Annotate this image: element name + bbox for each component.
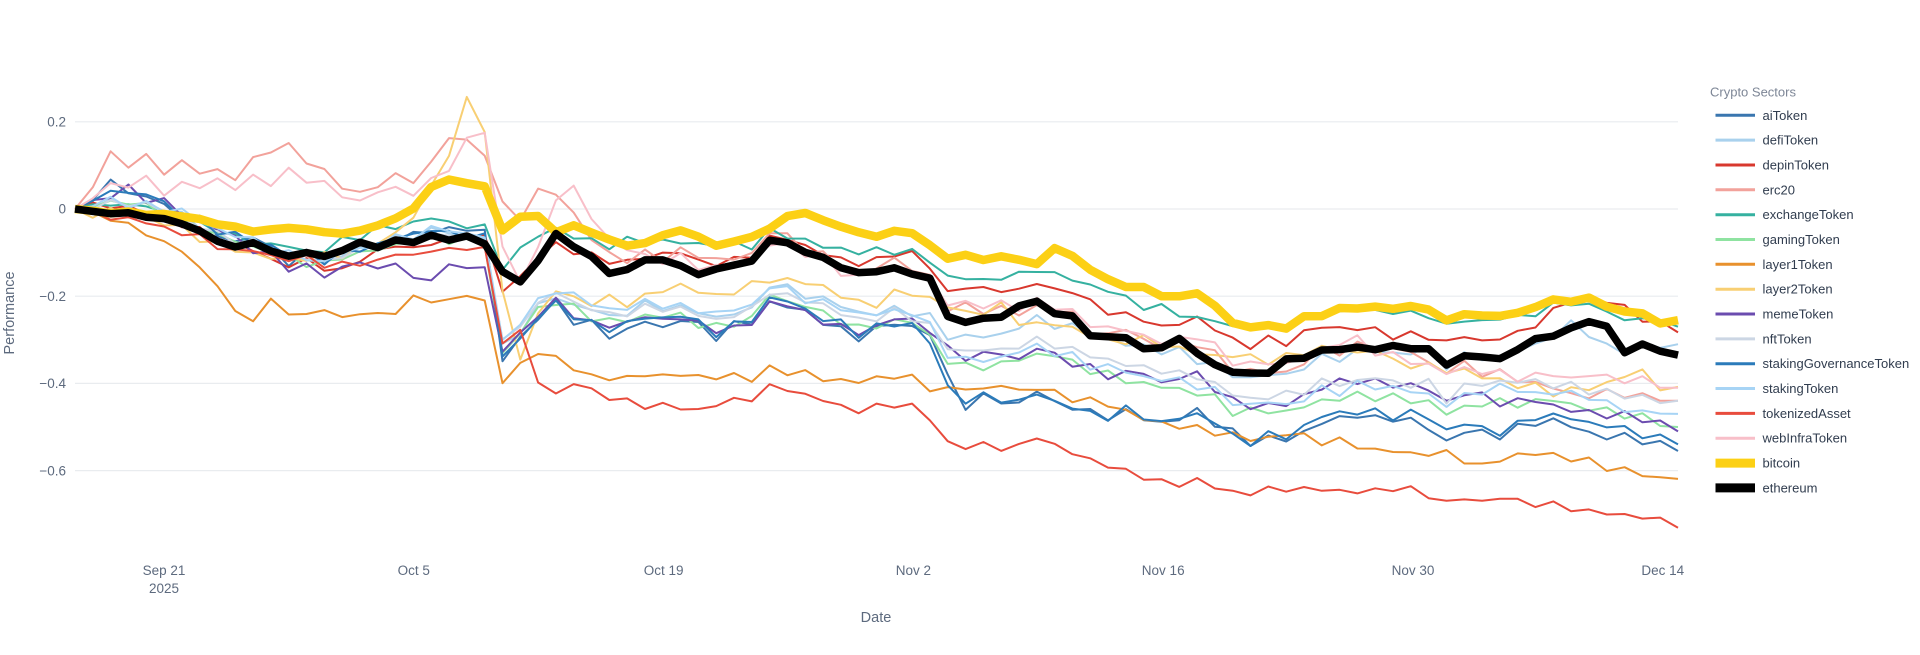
svg-text:tokenizedAsset: tokenizedAsset <box>1763 406 1852 421</box>
svg-text:Nov 2: Nov 2 <box>896 563 931 578</box>
svg-text:Date: Date <box>861 610 892 626</box>
svg-text:Nov 16: Nov 16 <box>1142 563 1185 578</box>
svg-text:Oct 5: Oct 5 <box>398 563 430 578</box>
svg-text:stakingToken: stakingToken <box>1763 381 1839 396</box>
svg-text:exchangeToken: exchangeToken <box>1763 207 1854 222</box>
svg-text:Sep 21: Sep 21 <box>143 563 186 578</box>
svg-text:bitcoin: bitcoin <box>1763 456 1801 471</box>
svg-text:−0.2: −0.2 <box>39 289 66 304</box>
svg-text:stakingGovernanceToken: stakingGovernanceToken <box>1763 356 1910 371</box>
svg-text:webInfraToken: webInfraToken <box>1762 431 1848 446</box>
svg-text:−0.6: −0.6 <box>39 463 66 478</box>
svg-text:nftToken: nftToken <box>1763 331 1812 346</box>
svg-text:memeToken: memeToken <box>1763 307 1834 322</box>
svg-text:layer2Token: layer2Token <box>1763 282 1833 297</box>
svg-text:0.2: 0.2 <box>47 115 66 130</box>
svg-text:0: 0 <box>58 202 66 217</box>
svg-text:Nov 30: Nov 30 <box>1392 563 1435 578</box>
svg-text:2025: 2025 <box>149 581 179 596</box>
svg-text:layer1Token: layer1Token <box>1763 257 1833 272</box>
svg-text:−0.4: −0.4 <box>39 376 66 391</box>
svg-text:Crypto Sectors: Crypto Sectors <box>1710 85 1796 100</box>
svg-text:gamingToken: gamingToken <box>1763 232 1840 247</box>
svg-text:Dec 14: Dec 14 <box>1641 563 1684 578</box>
svg-text:ethereum: ethereum <box>1763 480 1818 495</box>
svg-text:Performance: Performance <box>2 271 18 354</box>
svg-text:depinToken: depinToken <box>1763 158 1830 173</box>
svg-text:erc20: erc20 <box>1763 182 1796 197</box>
svg-text:Oct 19: Oct 19 <box>644 563 684 578</box>
svg-text:defiToken: defiToken <box>1763 133 1819 148</box>
svg-text:aiToken: aiToken <box>1763 108 1808 123</box>
